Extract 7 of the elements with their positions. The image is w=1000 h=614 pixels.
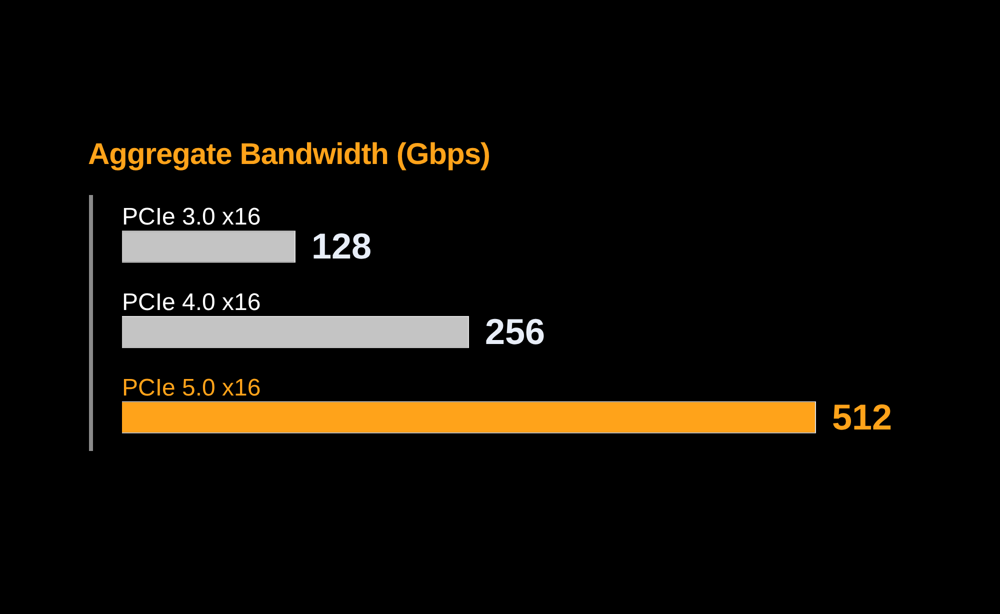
chart-title: Aggregate Bandwidth (Gbps): [88, 138, 490, 172]
y-tick-label: PCIe 5.0 x16: [122, 374, 261, 402]
data-label: 128: [312, 226, 372, 267]
data-label: 256: [485, 310, 546, 352]
data-label: 512: [832, 396, 892, 438]
y-tick-label: PCIe 4.0 x16: [122, 288, 261, 316]
y-tick-label: PCIe 3.0 x16: [122, 204, 261, 231]
